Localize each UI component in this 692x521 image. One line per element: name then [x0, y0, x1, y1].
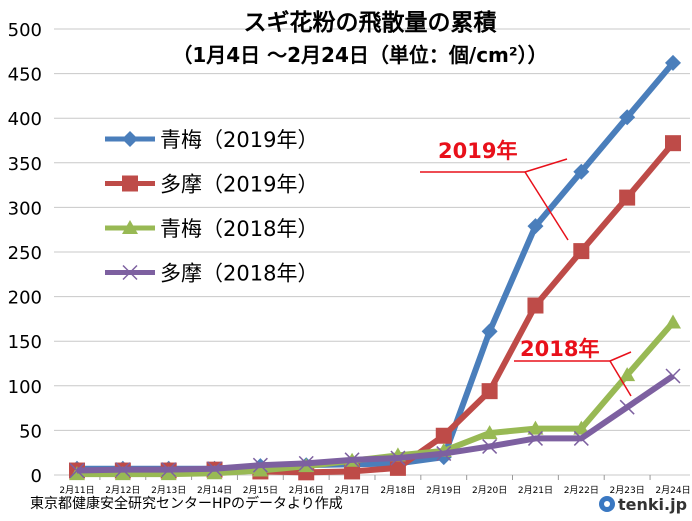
annotation-line	[524, 158, 568, 173]
legend-label: 青梅（2018年）	[160, 217, 318, 241]
diamond-marker	[665, 54, 681, 71]
x-tick-label: 2月13日	[151, 485, 186, 496]
y-tick-label: 0	[31, 466, 42, 487]
diamond-marker	[619, 109, 636, 126]
x-marker	[344, 452, 360, 468]
triangle-marker	[619, 367, 636, 382]
diamond-marker	[481, 323, 498, 340]
y-tick-label: 250	[8, 243, 42, 264]
triangle-marker	[573, 420, 590, 435]
series-3	[69, 368, 681, 479]
legend-item: 青梅（2018年）	[105, 217, 318, 241]
x-marker	[161, 462, 177, 478]
y-tick-label: 50	[19, 421, 42, 442]
x-tick-label: 2月14日	[197, 485, 232, 496]
legend-item: 多摩（2018年）	[105, 262, 318, 286]
x-marker	[115, 462, 131, 478]
x-marker	[390, 450, 406, 466]
y-tick-label: 500	[8, 20, 42, 41]
square-marker	[619, 189, 636, 206]
x-tick-label: 2月24日	[655, 485, 690, 496]
legend-item: 青梅（2019年）	[105, 128, 318, 152]
triangle-marker	[252, 462, 269, 477]
diamond-marker	[122, 131, 138, 147]
chart-title: スギ花粉の飛散量の累積	[244, 10, 498, 36]
legend-item: 多摩（2019年）	[105, 173, 318, 197]
source-note: 東京都健康安全研究センターHPのデータより作成	[30, 495, 343, 512]
square-marker	[527, 297, 544, 314]
x-marker	[436, 446, 452, 462]
triangle-marker	[122, 220, 138, 234]
x-marker	[482, 438, 498, 454]
x-marker	[527, 430, 543, 446]
y-tick-label: 450	[8, 65, 42, 86]
diamond-marker	[527, 218, 544, 235]
x-tick-label: 2月19日	[426, 485, 461, 496]
legend-label: 多摩（2018年）	[160, 262, 318, 286]
series-line	[76, 373, 675, 474]
x-tick-label: 2月21日	[518, 485, 553, 496]
x-marker	[573, 430, 589, 446]
legend-label: 多摩（2019年）	[160, 173, 318, 197]
x-tick-label: 2月15日	[243, 485, 278, 496]
y-tick-label: 150	[8, 332, 42, 353]
logo-text: tenki.jp	[618, 495, 687, 514]
square-marker	[665, 135, 681, 152]
square-marker	[344, 463, 361, 480]
x-marker	[665, 368, 681, 384]
y-tick-label: 350	[8, 154, 42, 175]
triangle-marker	[114, 466, 131, 481]
triangle-marker	[69, 466, 85, 481]
diamond-marker	[573, 163, 590, 180]
x-tick-label: 2月17日	[334, 485, 369, 496]
x-marker	[619, 399, 635, 415]
triangle-marker	[160, 466, 177, 481]
square-marker	[122, 175, 138, 192]
y-tick-label: 300	[8, 198, 42, 219]
x-marker	[207, 461, 223, 477]
x-tick-label: 2月11日	[59, 485, 94, 496]
annotation: 2018年	[514, 337, 632, 397]
x-marker	[298, 455, 314, 471]
chart-subtitle: （1月4日 ～2月24日（単位：個/cm²））	[172, 43, 547, 67]
annotation: 2019年	[420, 139, 569, 241]
y-tick-label: 200	[8, 288, 42, 309]
square-marker	[481, 383, 498, 400]
y-tick-label: 100	[8, 377, 42, 398]
x-marker	[252, 457, 268, 473]
annotation-line	[524, 171, 569, 241]
x-tick-label: 2月22日	[564, 485, 599, 496]
triangle-marker	[481, 425, 498, 440]
triangle-marker	[206, 465, 223, 480]
x-tick-label: 2月20日	[472, 485, 507, 496]
x-marker	[122, 264, 138, 281]
annotation-label: 2018年	[520, 337, 599, 361]
annotation-line	[609, 360, 632, 397]
square-marker	[389, 459, 406, 476]
x-marker	[69, 463, 85, 479]
tenki-logo: tenki.jp	[599, 495, 687, 514]
square-marker	[435, 427, 452, 444]
legend-label: 青梅（2019年）	[160, 128, 318, 152]
x-tick-label: 2月12日	[105, 485, 140, 496]
x-tick-label: 2月16日	[289, 485, 324, 496]
annotation-label: 2019年	[438, 139, 517, 163]
y-tick-label: 400	[8, 109, 42, 130]
square-marker	[573, 243, 590, 260]
triangle-marker	[527, 420, 544, 435]
annotation-line	[609, 351, 632, 362]
x-tick-label: 2月23日	[610, 485, 645, 496]
triangle-marker	[665, 314, 681, 329]
x-tick-label: 2月18日	[380, 485, 415, 496]
